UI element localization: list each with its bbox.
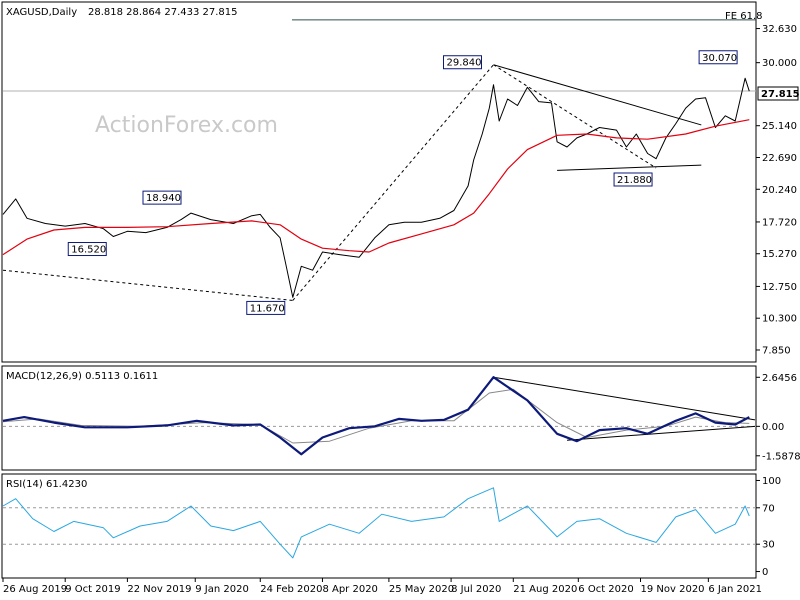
macd-tick-label: -1.5878 [762, 451, 800, 462]
price-tick-label: 15.270 [762, 249, 797, 260]
x-tick-label: 22 Nov 2019 [127, 584, 191, 595]
rsi-tick-label: 30 [762, 540, 775, 551]
annotation-box [613, 172, 653, 187]
x-tick-label: 9 Jan 2020 [195, 584, 249, 595]
watermark: ActionForex.com [95, 113, 278, 138]
moving-average-line [2, 119, 750, 256]
rsi-y-ticks: 100 70 30 0 [756, 476, 781, 578]
rsi-tick-label: 0 [762, 567, 768, 578]
current-price-label: 27.815 [761, 89, 800, 100]
x-tick-label: 8 Jul 2020 [451, 584, 501, 595]
current-price-marker: 27.815 [757, 86, 800, 101]
macd-line [2, 376, 750, 456]
x-tick-label: 25 May 2020 [389, 584, 454, 595]
falling-trendline [493, 64, 702, 126]
annotation-box [246, 300, 286, 315]
annotation-box [442, 55, 482, 70]
price-tick-label: 12.750 [762, 282, 797, 293]
support-dotted-line [2, 269, 293, 301]
correction-dotted-line [493, 64, 657, 169]
macd-header: MACD(12,26,9) 0.5113 0.1611 [6, 371, 158, 382]
rsi-header: RSI(14) 61.4230 [6, 479, 87, 490]
macd-upper-trendline [493, 376, 756, 421]
fib-label: FE 61.8 [725, 11, 763, 22]
x-tick-label: 6 Jan 2021 [708, 584, 762, 595]
ohlc-header: 28.818 28.864 27.433 27.815 [88, 7, 238, 18]
triangle-support-line [557, 164, 702, 171]
macd-tick-label: 2.6456 [762, 373, 797, 384]
price-tick-label: 7.850 [762, 345, 791, 356]
price-series [2, 77, 750, 298]
reference-lines [2, 19, 756, 545]
annotation-label: 16.520 [71, 245, 106, 256]
x-tick-label: 19 Nov 2020 [641, 584, 705, 595]
rsi-tick-label: 100 [762, 476, 781, 487]
macd-panel [1, 365, 757, 471]
rsi-line [2, 487, 750, 559]
annotation-label: 21.880 [617, 175, 652, 186]
x-tick-label: 8 Apr 2020 [322, 584, 377, 595]
rsi-tick-label: 70 [762, 503, 775, 514]
price-panel [1, 1, 757, 363]
x-tick-label: 26 Aug 2019 [3, 584, 67, 595]
rsi-series [2, 487, 750, 559]
price-tick-label: 17.720 [762, 217, 797, 228]
macd-series [2, 376, 750, 456]
x-tick-label: 21 Aug 2020 [513, 584, 577, 595]
price-tick-label: 30.000 [762, 58, 797, 69]
price-y-ticks: 32.630 30.000 25.140 22.690 20.240 17.720 15.2… [756, 24, 797, 356]
macd-tick-label: 0.00 [762, 422, 784, 433]
annotation-box [142, 190, 182, 205]
price-tick-label: 20.240 [762, 185, 797, 196]
x-tick-label: 6 Oct 2020 [578, 584, 633, 595]
macd-lower-trendline [566, 425, 756, 441]
price-tick-label: 32.630 [762, 24, 797, 35]
price-tick-label: 10.300 [762, 314, 797, 325]
price-tick-label: 22.690 [762, 153, 797, 164]
price-close-line [2, 77, 750, 298]
x-tick-label: 24 Feb 2020 [260, 584, 322, 595]
annotation-label: 30.070 [702, 53, 737, 64]
symbol-header: XAGUSD,Daily [6, 7, 77, 18]
annotation-box [698, 50, 738, 65]
annotation-label: 11.670 [250, 303, 285, 314]
price-tick-label: 25.140 [762, 121, 797, 132]
rsi-panel [1, 473, 757, 579]
annotation-label: 29.840 [446, 58, 481, 69]
macd-y-ticks: 2.6456 0.00 -1.5878 [756, 373, 800, 462]
annotation-box [67, 242, 107, 257]
price-annotations: 29.840 30.070 18.940 16.520 11.670 21.880 [67, 50, 738, 315]
x-tick-label: 9 Oct 2019 [65, 584, 120, 595]
annotation-label: 18.940 [146, 193, 181, 204]
